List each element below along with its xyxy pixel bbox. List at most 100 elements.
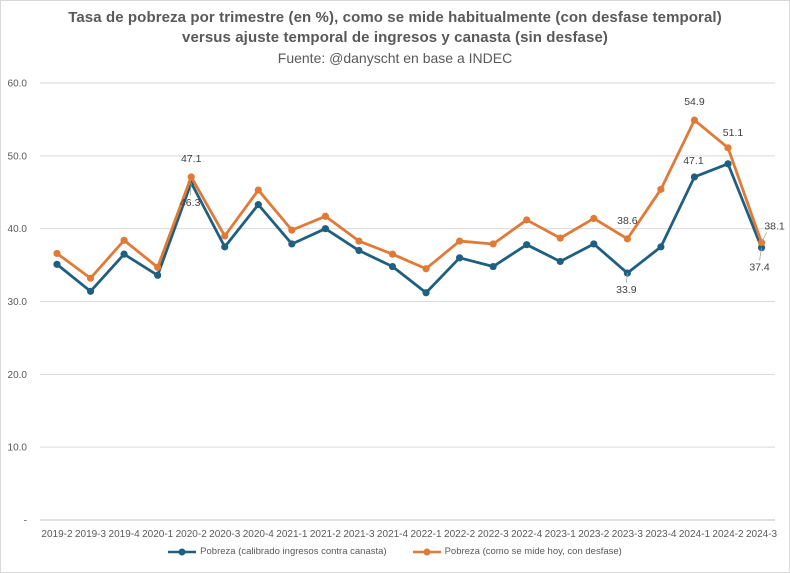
data-point (221, 243, 229, 251)
y-tick-label: 30.0 (8, 297, 28, 308)
x-tick-label: 2020-3 (209, 529, 241, 540)
y-tick-label: 10.0 (8, 443, 28, 454)
data-point (523, 241, 531, 249)
data-point (53, 249, 61, 258)
x-tick-label: 2019-2 (41, 529, 73, 540)
x-tick-label: 2021-2 (310, 529, 342, 540)
data-label: 33.9 (616, 284, 637, 296)
data-point (53, 260, 61, 268)
y-tick-label: 40.0 (8, 224, 28, 235)
data-label: 54.9 (684, 96, 705, 108)
x-tick-label: 2020-1 (142, 529, 174, 540)
data-point (724, 144, 732, 152)
chart-subtitle: Fuente: @danyscht en base a INDEC (277, 50, 513, 66)
legend-swatch-series-1 (168, 548, 197, 555)
x-tick-label: 2024-2 (712, 529, 744, 540)
gridlines (40, 82, 775, 521)
x-tick-label: 2024-1 (679, 529, 711, 540)
series-line (56, 162, 763, 295)
data-point (254, 186, 262, 194)
data-label: 47.1 (683, 155, 704, 167)
y-tick-label: - (24, 516, 27, 527)
data-point (187, 173, 195, 181)
series-line (56, 118, 763, 280)
data-point (489, 262, 497, 271)
data-point (86, 287, 95, 295)
chart-title-line2: versus ajuste temporal de ingresos y can… (182, 29, 608, 46)
legend-label-series-1: Pobreza (calibrado ingresos contra canas… (200, 546, 387, 557)
data-point (724, 160, 732, 168)
y-axis-ticks: - 10.0 20.0 30.0 40.0 50.0 60.0 (8, 79, 28, 527)
data-point (590, 240, 598, 248)
data-point (556, 257, 564, 266)
x-tick-label: 2022-1 (410, 529, 442, 540)
data-point (321, 212, 329, 220)
data-point (456, 237, 464, 245)
data-point (355, 246, 363, 255)
series-group (53, 116, 766, 297)
data-point (489, 240, 497, 248)
chart-title: Tasa de pobreza por trimestre (en %), co… (68, 9, 722, 26)
x-tick-label: 2019-3 (75, 529, 107, 540)
data-labels: 47.1 46.3 38.6 33.9 54.9 47.1 51.1 38.1 37.4 (180, 96, 785, 296)
x-tick-label: 2023-4 (645, 529, 677, 540)
legend-item-series-2: Pobreza (como se mide hoy, con desfase) (412, 546, 622, 557)
data-point (355, 237, 363, 245)
data-label: 38.6 (617, 215, 638, 227)
data-label: 37.4 (749, 262, 770, 274)
x-tick-label: 2024-3 (746, 529, 778, 540)
data-point (288, 226, 296, 234)
data-point (154, 271, 162, 279)
data-point (657, 185, 665, 193)
x-tick-label: 2019-4 (109, 529, 141, 540)
data-point (120, 250, 128, 258)
x-tick-label: 2022-3 (478, 529, 510, 540)
data-point (221, 232, 229, 240)
x-axis-ticks: 2019-2 2019-3 2019-4 2020-1 2020-2 2020-3 2020… (41, 529, 777, 540)
data-point (623, 235, 631, 243)
data-label-leader (625, 273, 628, 284)
legend-item-series-1: Pobreza (calibrado ingresos contra canas… (168, 546, 387, 557)
data-point (523, 216, 531, 224)
x-tick-label: 2020-4 (243, 529, 275, 540)
data-point (757, 244, 766, 252)
data-point (388, 262, 397, 271)
legend-swatch-series-2 (412, 548, 441, 555)
data-point (657, 243, 665, 251)
data-point (422, 289, 430, 297)
x-tick-label: 2022-2 (444, 529, 476, 540)
data-label: 38.1 (764, 221, 785, 233)
x-tick-label: 2020-2 (176, 529, 208, 540)
x-tick-label: 2023-3 (612, 529, 644, 540)
legend-label-series-2: Pobreza (como se mide hoy, con desfase) (444, 546, 622, 557)
x-tick-label: 2021-1 (276, 529, 308, 540)
data-point (321, 225, 329, 233)
data-point (556, 234, 564, 242)
data-label-leader (759, 247, 762, 261)
data-label-leader (761, 232, 767, 243)
data-label-leader (189, 182, 192, 196)
data-point (288, 240, 296, 248)
data-label: 51.1 (723, 127, 744, 139)
data-point (388, 250, 397, 258)
data-point (690, 116, 699, 124)
data-point (422, 265, 430, 273)
data-point (456, 254, 464, 262)
x-tick-label: 2021-3 (343, 529, 375, 540)
data-point (120, 236, 128, 244)
x-tick-label: 2022-4 (511, 529, 543, 540)
chart-titles: Tasa de pobreza por trimestre (en %), co… (0, 8, 790, 67)
x-tick-label: 2023-2 (578, 529, 610, 540)
data-label: 47.1 (181, 153, 202, 165)
y-tick-label: 20.0 (8, 370, 28, 381)
data-point (590, 214, 598, 223)
data-label: 46.3 (180, 197, 201, 209)
legend: Pobreza (calibrado ingresos contra canas… (0, 546, 790, 557)
y-tick-label: 50.0 (8, 151, 28, 162)
data-point (690, 173, 699, 181)
data-point (154, 263, 162, 271)
y-tick-label: 60.0 (8, 79, 28, 90)
data-point (86, 274, 95, 282)
